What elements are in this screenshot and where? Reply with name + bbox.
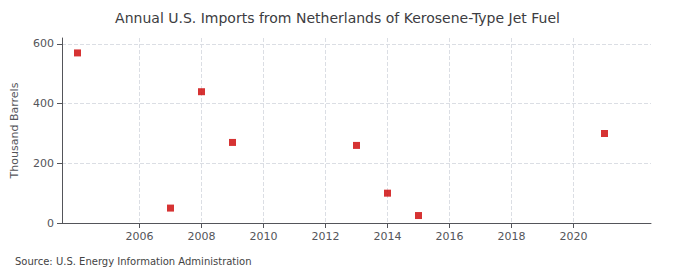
svg-text:400: 400: [33, 97, 54, 110]
svg-text:2008: 2008: [188, 230, 216, 243]
svg-text:Thousand Barrels: Thousand Barrels: [8, 82, 21, 179]
svg-text:2010: 2010: [250, 230, 278, 243]
svg-text:Annual U.S. Imports from Nethe: Annual U.S. Imports from Netherlands of …: [115, 10, 560, 26]
svg-text:2006: 2006: [126, 230, 154, 243]
svg-text:2016: 2016: [436, 230, 464, 243]
svg-text:2020: 2020: [560, 230, 588, 243]
svg-text:0: 0: [47, 217, 54, 230]
svg-text:200: 200: [33, 157, 54, 170]
svg-text:2014: 2014: [374, 230, 402, 243]
svg-text:2018: 2018: [498, 230, 526, 243]
svg-text:2012: 2012: [312, 230, 340, 243]
svg-text:600: 600: [33, 37, 54, 50]
svg-text:Source: U.S. Energy Informatio: Source: U.S. Energy Information Administ…: [15, 256, 252, 267]
